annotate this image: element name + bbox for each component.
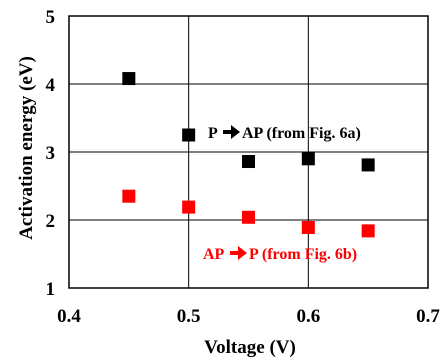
annotation-p-to-ap-pre: P (208, 125, 218, 142)
y-tick-labels: 1 2 3 4 5 (46, 7, 56, 300)
y-tick-label: 3 (46, 143, 56, 164)
y-tick-label: 2 (46, 211, 56, 232)
data-point (361, 224, 375, 238)
annotation-p-to-ap: P AP (from Fig. 6a) (208, 125, 361, 142)
x-tick-label: 0.7 (416, 306, 440, 327)
y-tick-label: 5 (46, 7, 56, 28)
data-point (122, 72, 136, 86)
data-point (242, 210, 255, 224)
data-point (301, 220, 315, 234)
right-arrow-icon (223, 125, 240, 139)
x-tick-label: 0.4 (57, 306, 81, 327)
data-point (122, 189, 136, 203)
plot-frame (68, 15, 429, 289)
annotation-ap-to-p-pre: AP (203, 246, 225, 263)
right-arrow-icon (230, 246, 247, 260)
y-tick-label: 4 (46, 75, 56, 96)
data-point (182, 128, 196, 142)
data-point (242, 155, 255, 169)
annotation-p-to-ap-post: AP (from Fig. 6a) (242, 125, 361, 142)
annotation-ap-to-p: AP P (from Fig. 6b) (203, 246, 357, 263)
data-point (182, 200, 196, 214)
data-points (122, 72, 375, 238)
x-tick-label: 0.5 (177, 306, 201, 327)
x-tick-labels: 0.4 0.5 0.6 0.7 (57, 306, 440, 327)
data-point (361, 158, 375, 172)
y-axis-title: Activation energy (eV) (16, 56, 37, 240)
x-tick-label: 0.6 (296, 306, 320, 327)
data-point (301, 152, 315, 166)
y-tick-label: 1 (46, 279, 56, 300)
annotation-ap-to-p-post: P (from Fig. 6b) (249, 246, 357, 263)
x-axis-title: Voltage (V) (204, 337, 296, 358)
